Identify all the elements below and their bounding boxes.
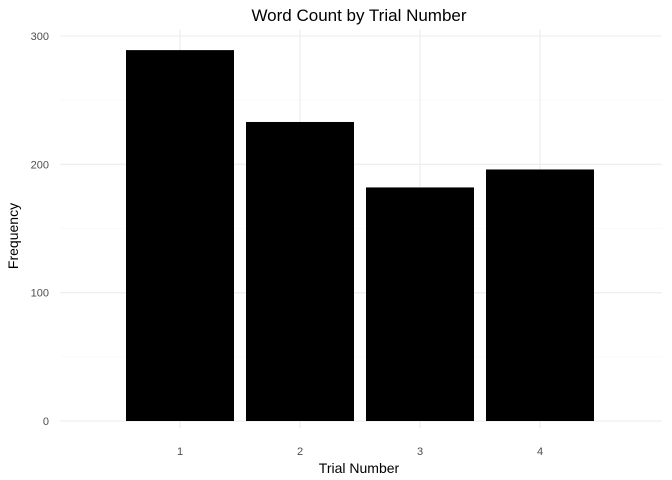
x-tick-label: 4 [537,446,543,458]
y-axis-ticks: 0 100 200 300 [31,31,49,428]
bar-trial-1 [126,50,234,421]
bar-trial-2 [246,121,354,421]
x-axis-title: Trial Number [319,460,400,476]
y-tick-label: 0 [43,416,49,428]
y-tick-label: 100 [31,288,49,300]
y-tick-label: 200 [31,159,49,171]
bar-trial-4 [486,169,594,421]
y-tick-label: 300 [31,31,49,43]
bar-trial-3 [366,187,474,421]
x-tick-label: 3 [417,446,423,458]
x-tick-label: 2 [297,446,303,458]
x-axis-ticks: 1 2 3 4 [177,446,543,458]
y-axis-title: Frequency [5,203,21,269]
bars [126,50,594,421]
x-tick-label: 1 [177,446,183,458]
chart-title: Word Count by Trial Number [251,6,466,25]
